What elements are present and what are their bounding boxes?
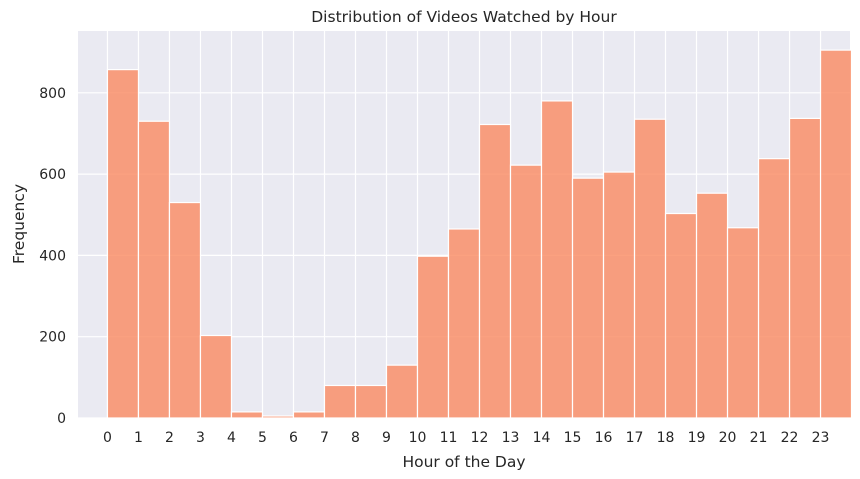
y-tick-label: 400 [39,248,66,264]
y-axis-label: Frequency [10,184,28,264]
x-tick-label: 14 [533,430,551,446]
bar-hour-10 [416,255,450,419]
bar-hour-14 [540,100,574,419]
bar-hour-0 [106,69,140,419]
bar-hour-8 [354,384,388,419]
bar-hour-9 [385,364,419,419]
bar-hour-16 [602,171,636,419]
bar-hour-2 [168,201,202,419]
y-tick-label: 200 [39,330,66,346]
x-tick-label: 12 [471,430,489,446]
x-tick-label: 9 [382,430,391,446]
y-tick-labels: 0 200 400 600 800 [39,86,66,427]
bar-hour-17 [633,118,667,419]
bar-hour-1 [137,120,171,419]
x-tick-label: 19 [688,430,706,446]
bar-hour-4 [230,411,264,419]
y-tick-label: 800 [39,86,66,102]
x-tick-label: 16 [595,430,613,446]
x-axis-label: Hour of the Day [402,453,525,471]
bar-hour-3 [199,334,233,419]
bars [106,49,853,419]
bar-hour-19 [695,192,729,419]
x-tick-label: 20 [719,430,737,446]
x-tick-labels: 0 1 2 3 4 5 6 7 8 9 10 11 12 13 14 15 16 17 18 19 20 21 22 23 [103,430,829,446]
x-tick-label: 2 [165,430,174,446]
x-tick-label: 1 [134,430,143,446]
chart-title: Distribution of Videos Watched by Hour [311,8,617,26]
bar-hour-7 [323,384,357,419]
x-tick-label: 11 [440,430,458,446]
x-tick-label: 0 [103,430,112,446]
bar-hour-22 [788,117,822,419]
y-tick-label: 600 [39,167,66,183]
bar-hour-13 [509,164,543,419]
x-tick-label: 10 [409,430,427,446]
bar-hour-20 [726,227,760,419]
bar-hour-23 [819,49,853,419]
bar-hour-18 [664,212,698,419]
x-tick-label: 7 [320,430,329,446]
x-tick-label: 18 [657,430,675,446]
bar-hour-5 [261,415,295,419]
x-tick-label: 17 [626,430,644,446]
bar-hour-6 [292,411,326,419]
x-tick-label: 6 [289,430,298,446]
x-tick-label: 3 [196,430,205,446]
x-tick-label: 5 [258,430,267,446]
x-tick-label: 23 [812,430,830,446]
bar-hour-21 [757,158,791,419]
bar-hour-12 [478,123,512,419]
x-tick-label: 21 [750,430,768,446]
y-tick-label: 0 [57,411,66,427]
x-tick-label: 8 [351,430,360,446]
x-tick-label: 22 [781,430,799,446]
bar-hour-11 [447,228,481,419]
bar-hour-15 [571,177,605,419]
x-tick-label: 4 [227,430,236,446]
x-tick-label: 13 [502,430,520,446]
x-tick-label: 15 [564,430,582,446]
